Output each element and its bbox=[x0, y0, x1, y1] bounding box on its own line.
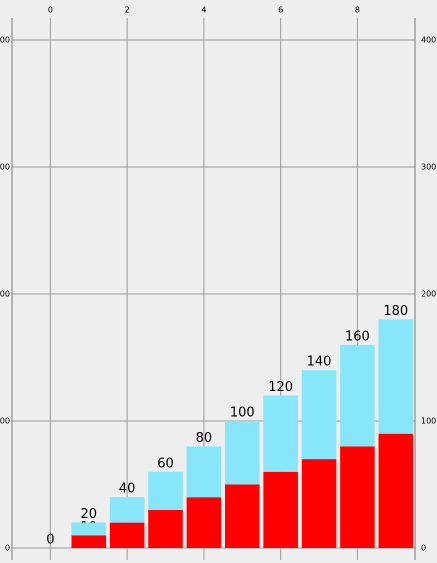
total-label: 40 bbox=[119, 482, 136, 497]
x-tick-label: 6 bbox=[278, 6, 283, 15]
total-label: 100 bbox=[230, 406, 255, 421]
bar-segment bbox=[71, 535, 107, 548]
bar-segment bbox=[186, 497, 222, 548]
x-tick-label: 4 bbox=[201, 6, 206, 15]
total-label: 180 bbox=[383, 304, 408, 319]
y2-tick-label: 300 bbox=[421, 163, 436, 172]
total-label: 60 bbox=[157, 456, 174, 471]
y-tick-label: 200 bbox=[0, 290, 10, 299]
bar-segment bbox=[148, 471, 183, 510]
bar-segment bbox=[225, 421, 260, 485]
total-label: 140 bbox=[307, 355, 332, 370]
total-label: 0 bbox=[46, 533, 54, 548]
y-tick-label: 400 bbox=[0, 36, 10, 45]
bar-segment bbox=[340, 446, 375, 548]
bar-segment bbox=[71, 522, 107, 536]
bar-segment bbox=[109, 522, 145, 548]
bar-segment bbox=[340, 344, 375, 447]
bar-segment bbox=[109, 497, 145, 523]
bar-segment bbox=[225, 484, 260, 548]
bar-segment bbox=[148, 509, 183, 548]
bar-segment bbox=[301, 459, 337, 548]
bar-segment bbox=[378, 433, 414, 548]
y-tick-label: 300 bbox=[0, 163, 10, 172]
bar-segment bbox=[263, 471, 298, 548]
y-tick-label: 0 bbox=[5, 544, 10, 553]
x-tick-label: 8 bbox=[355, 6, 360, 15]
y2-tick-label: 100 bbox=[421, 417, 436, 426]
bar-segment bbox=[186, 446, 222, 498]
bar-segment bbox=[301, 370, 337, 460]
x-tick-label: 0 bbox=[48, 6, 53, 15]
bar-segment bbox=[263, 395, 298, 472]
y2-tick-label: 400 bbox=[421, 36, 436, 45]
total-label: 20 bbox=[80, 507, 97, 522]
bar-segment bbox=[378, 319, 414, 434]
x-tick-label: 2 bbox=[125, 6, 130, 15]
total-label: 80 bbox=[196, 431, 213, 446]
y-tick-label: 100 bbox=[0, 417, 10, 426]
y2-tick-label: 0 bbox=[421, 544, 426, 553]
y2-tick-label: 200 bbox=[421, 290, 436, 299]
total-label: 120 bbox=[268, 380, 293, 395]
total-label: 160 bbox=[345, 329, 370, 344]
